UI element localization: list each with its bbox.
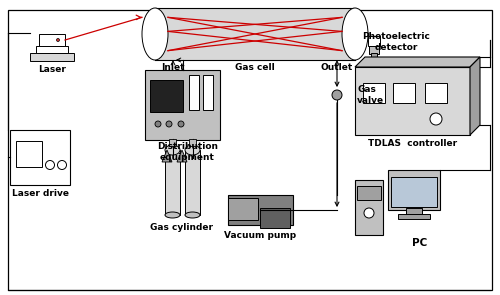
Bar bbox=[36, 46, 68, 53]
Bar bbox=[189, 75, 199, 110]
Bar bbox=[145, 70, 220, 140]
Bar bbox=[355, 67, 470, 135]
Text: Gas cell: Gas cell bbox=[235, 63, 275, 73]
Ellipse shape bbox=[142, 8, 168, 60]
Bar bbox=[10, 130, 70, 185]
Polygon shape bbox=[177, 150, 187, 162]
Bar bbox=[363, 83, 385, 103]
Bar bbox=[393, 83, 415, 103]
Circle shape bbox=[332, 90, 342, 100]
Text: Photoelectric
detector: Photoelectric detector bbox=[362, 32, 430, 52]
Polygon shape bbox=[162, 150, 172, 162]
Text: Gas
valve: Gas valve bbox=[357, 85, 384, 105]
Bar bbox=[371, 53, 377, 60]
Circle shape bbox=[56, 39, 59, 42]
Polygon shape bbox=[355, 57, 480, 67]
Ellipse shape bbox=[185, 212, 200, 218]
Text: Gas cylinder: Gas cylinder bbox=[150, 222, 214, 232]
Bar bbox=[260, 208, 290, 228]
Text: TDLAS  controller: TDLAS controller bbox=[368, 138, 457, 148]
Circle shape bbox=[166, 121, 172, 127]
Circle shape bbox=[430, 113, 442, 125]
Bar bbox=[155, 8, 355, 60]
Bar bbox=[391, 177, 437, 207]
Ellipse shape bbox=[165, 212, 180, 218]
Circle shape bbox=[155, 121, 161, 127]
Polygon shape bbox=[470, 57, 480, 135]
Bar bbox=[165, 150, 180, 215]
Text: Laser drive: Laser drive bbox=[12, 189, 68, 197]
Bar bbox=[30, 53, 74, 61]
Bar bbox=[228, 198, 258, 220]
Text: Distribution
equipment: Distribution equipment bbox=[157, 142, 218, 162]
Bar bbox=[388, 170, 440, 210]
Bar bbox=[357, 186, 381, 200]
Text: Vacuum pump: Vacuum pump bbox=[224, 230, 296, 240]
Circle shape bbox=[178, 121, 184, 127]
Text: Laser: Laser bbox=[38, 65, 66, 73]
Circle shape bbox=[46, 160, 54, 170]
Bar bbox=[16, 141, 42, 167]
Text: Inlet: Inlet bbox=[161, 63, 185, 73]
Bar bbox=[150, 80, 183, 112]
Text: PC: PC bbox=[412, 238, 428, 248]
Ellipse shape bbox=[342, 8, 368, 60]
Bar bbox=[189, 139, 196, 146]
Text: Outlet: Outlet bbox=[321, 63, 353, 73]
Bar bbox=[355, 180, 383, 235]
Bar bbox=[169, 139, 176, 146]
Ellipse shape bbox=[165, 145, 180, 155]
Circle shape bbox=[364, 208, 374, 218]
Bar bbox=[185, 150, 200, 215]
Bar bbox=[368, 36, 380, 46]
Bar bbox=[398, 214, 430, 219]
Bar bbox=[406, 208, 422, 215]
Ellipse shape bbox=[185, 145, 200, 155]
Bar bbox=[228, 195, 293, 225]
Bar bbox=[369, 46, 379, 54]
Circle shape bbox=[58, 160, 66, 170]
Bar bbox=[203, 75, 213, 110]
Bar bbox=[39, 34, 65, 46]
Bar bbox=[425, 83, 447, 103]
